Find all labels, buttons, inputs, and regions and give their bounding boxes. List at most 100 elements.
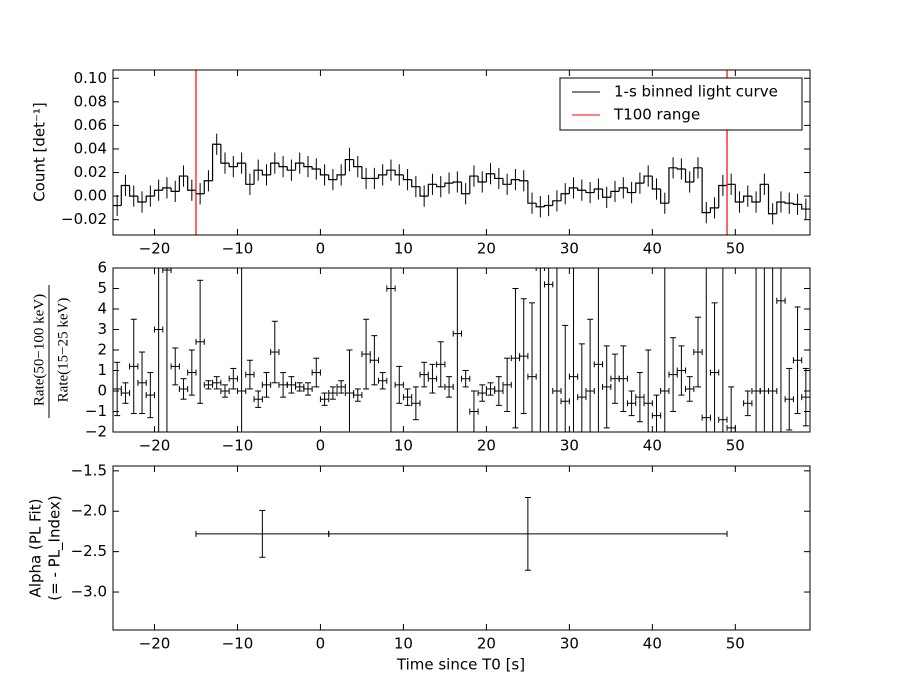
y-tick-label: 0 xyxy=(97,382,107,400)
x-tick-label: 50 xyxy=(726,635,745,653)
y-tick-label: −2 xyxy=(85,423,107,441)
step-segment xyxy=(801,204,810,210)
step-segment xyxy=(767,184,777,215)
step-segment xyxy=(344,158,354,175)
step-segment xyxy=(502,178,512,185)
step-segment xyxy=(377,174,387,179)
x-tick-label: 10 xyxy=(394,437,413,455)
x-tick-label: 40 xyxy=(643,635,662,653)
y-tick-label: −1 xyxy=(85,402,107,420)
step-segment xyxy=(709,207,719,213)
y-tick-label: 6 xyxy=(97,259,107,277)
step-segment xyxy=(411,179,421,188)
x-tick-label: −10 xyxy=(222,635,254,653)
step-segment xyxy=(253,169,263,185)
step-segment xyxy=(776,201,786,214)
step-segment xyxy=(643,175,653,184)
y-tick-label: −1.5 xyxy=(71,461,107,479)
y-tick-label: 3 xyxy=(97,320,107,338)
step-segment xyxy=(585,190,595,194)
y-tick-label: 4 xyxy=(97,300,107,318)
plot-area xyxy=(113,268,810,432)
step-segment xyxy=(792,203,802,205)
step-segment xyxy=(303,163,313,168)
axes-frame xyxy=(112,267,811,433)
x-tick-label: 0 xyxy=(316,635,326,653)
step-segment xyxy=(568,187,578,194)
step-segment xyxy=(535,203,545,208)
step-segment xyxy=(618,187,628,192)
y-tick-label: −2.5 xyxy=(71,542,107,560)
y-axis-label-denominator: Rate(15−25 keV) xyxy=(55,298,71,403)
x-tick-label: 0 xyxy=(316,437,326,455)
y-tick-label: 0.10 xyxy=(74,69,107,87)
x-tick-label: 20 xyxy=(477,437,496,455)
step-segment xyxy=(394,170,404,176)
x-tick-label: 50 xyxy=(726,437,745,455)
step-segment xyxy=(527,180,537,204)
y-tick-label: 0.04 xyxy=(74,139,107,157)
step-segment xyxy=(336,174,346,180)
step-segment xyxy=(560,193,570,201)
x-tick-label: −20 xyxy=(139,437,171,455)
step-segment xyxy=(228,163,238,168)
y-tick-label: 0.08 xyxy=(74,92,107,110)
step-segment xyxy=(593,188,603,193)
y-tick-label: 0.06 xyxy=(74,116,107,134)
y-tick-label: −3.0 xyxy=(71,583,107,601)
y-axis-label: Alpha (PL Fit) xyxy=(27,499,45,598)
step-segment xyxy=(577,187,586,191)
step-segment xyxy=(759,183,769,202)
y-tick-label: −0.02 xyxy=(61,210,107,228)
step-segment xyxy=(170,187,180,192)
legend-label: 1-s binned light curve xyxy=(614,83,778,101)
x-tick-label: 10 xyxy=(394,635,413,653)
step-segment xyxy=(419,186,429,197)
step-segment xyxy=(460,181,470,195)
step-segment xyxy=(294,162,304,171)
step-segment xyxy=(626,187,636,194)
step-segment xyxy=(668,167,678,204)
step-segment xyxy=(211,143,221,181)
step-segment xyxy=(261,170,271,176)
step-segment xyxy=(485,173,495,182)
y-tick-label: 1 xyxy=(97,361,107,379)
step-segment xyxy=(128,185,138,197)
step-segment xyxy=(610,190,620,198)
step-segment xyxy=(153,189,163,197)
x-tick-label: 50 xyxy=(726,240,745,258)
step-segment xyxy=(319,169,329,176)
step-segment xyxy=(203,180,213,194)
x-tick-label: −20 xyxy=(139,635,171,653)
step-segment xyxy=(751,196,761,203)
y-tick-label: 0.02 xyxy=(74,163,107,181)
x-tick-label: −10 xyxy=(222,240,254,258)
step-segment xyxy=(676,167,686,170)
step-segment xyxy=(187,176,196,191)
step-segment xyxy=(361,166,371,180)
step-segment xyxy=(743,195,752,202)
x-tick-label: 0 xyxy=(316,240,326,258)
step-segment xyxy=(353,159,362,168)
step-segment xyxy=(236,162,246,167)
step-segment xyxy=(718,184,728,208)
step-segment xyxy=(452,181,462,184)
step-segment xyxy=(660,189,669,204)
y-tick-label: 5 xyxy=(97,279,107,297)
step-segment xyxy=(328,174,338,181)
x-tick-label: −10 xyxy=(222,437,254,455)
step-segment xyxy=(469,175,479,194)
step-segment xyxy=(270,162,279,175)
axes-frame xyxy=(112,465,811,631)
step-segment xyxy=(734,184,744,203)
y-axis-label-numerator: Rate(50−100 keV) xyxy=(31,294,47,406)
step-segment xyxy=(436,184,445,188)
step-segment xyxy=(145,195,155,202)
x-tick-label: −20 xyxy=(139,240,171,258)
axes-frame xyxy=(112,69,811,236)
x-tick-label: 30 xyxy=(560,240,579,258)
step-segment xyxy=(601,189,611,198)
legend-box xyxy=(559,77,803,131)
x-tick-label: 20 xyxy=(477,240,496,258)
